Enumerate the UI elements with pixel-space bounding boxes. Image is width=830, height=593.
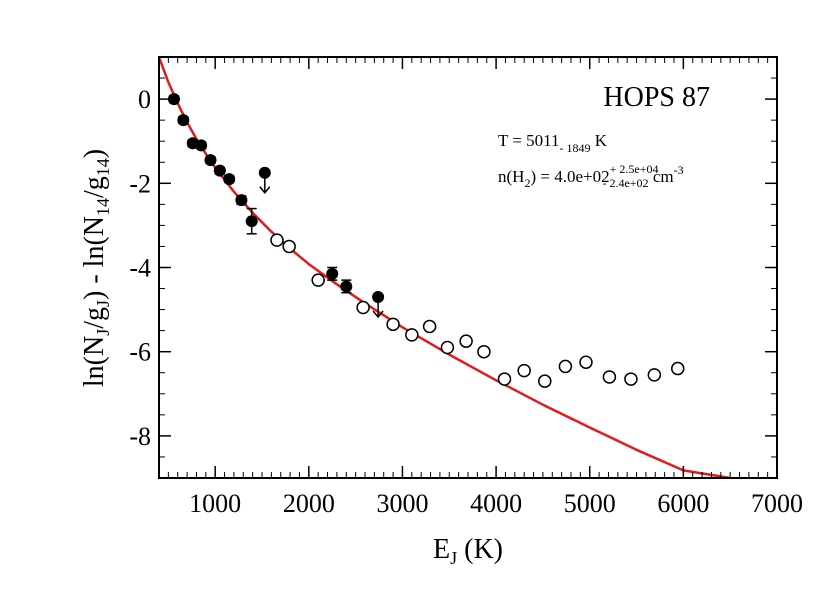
data-point-open xyxy=(405,328,419,342)
x-tick-label: 2000 xyxy=(283,489,335,518)
data-point-open xyxy=(517,363,531,378)
data-point-open xyxy=(477,344,491,359)
data-point-open xyxy=(558,359,573,374)
data-point-open xyxy=(282,239,296,254)
x-tick-label: 6000 xyxy=(657,489,709,518)
y-tick-label: 0 xyxy=(138,85,151,114)
data-point-filled xyxy=(235,194,248,207)
upper-limit-arrow-head xyxy=(372,310,384,319)
data-point-open xyxy=(386,317,400,332)
data-point-filled xyxy=(204,154,217,167)
data-point-open xyxy=(602,370,617,384)
x-tick-label: 5000 xyxy=(564,489,616,518)
data-point-filled xyxy=(167,93,180,106)
data-point-open xyxy=(422,319,437,334)
data-point-filled xyxy=(326,267,339,280)
data-point-open xyxy=(670,361,685,376)
x-axis-title: EJ (K) xyxy=(433,534,503,568)
data-point-open xyxy=(270,233,284,247)
temperature-annotation: T = 5011- 1849 K xyxy=(498,131,608,155)
chart-title: HOPS 87 xyxy=(603,82,710,113)
y-tick-label: -2 xyxy=(129,169,151,198)
x-tick-label: 1000 xyxy=(189,489,241,518)
y-axis-title: ln(NJ/gJ) - ln(N14/g14) xyxy=(79,149,113,387)
data-point-open xyxy=(459,334,473,348)
y-tick-label: -4 xyxy=(129,254,151,283)
data-point-filled xyxy=(177,114,190,127)
data-point-filled xyxy=(340,280,353,293)
fit-curve xyxy=(159,57,731,478)
x-tick-label: 3000 xyxy=(376,489,428,518)
density-annotation: n(H2) = 4.0e+02+ 2.5e+04- 2.4e+02 cm-3 xyxy=(498,162,684,190)
data-point-open xyxy=(497,372,512,386)
y-tick-label: -8 xyxy=(129,422,151,451)
x-tick-label: 7000 xyxy=(751,489,803,518)
data-point-open xyxy=(538,374,552,388)
data-point-filled xyxy=(245,215,258,228)
data-point-open xyxy=(624,372,638,386)
data-point-open xyxy=(647,368,662,382)
data-point-filled xyxy=(223,173,236,186)
data-point-open xyxy=(356,300,370,315)
data-point-open xyxy=(579,355,593,369)
data-point-filled xyxy=(213,164,226,177)
data-point-filled xyxy=(195,139,208,152)
upper-limit-arrow-head xyxy=(259,186,271,194)
x-tick-label: 4000 xyxy=(470,489,522,518)
plot-frame xyxy=(158,56,778,479)
data-point-open xyxy=(440,340,455,355)
data-point-open xyxy=(311,273,325,287)
y-tick-label: -6 xyxy=(129,338,151,367)
